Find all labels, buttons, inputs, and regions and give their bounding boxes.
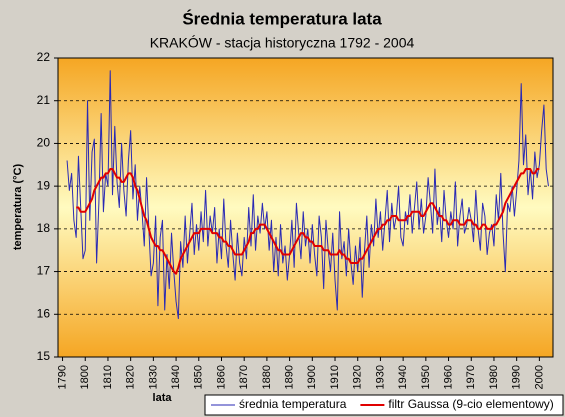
x-tick-label: 1910 bbox=[329, 365, 341, 389]
x-tick-label: 1990 bbox=[511, 365, 523, 389]
x-tick-label: 1800 bbox=[79, 365, 91, 389]
x-tick-label: 2000 bbox=[533, 365, 545, 389]
x-tick-label: 1890 bbox=[284, 365, 296, 389]
x-tick-label: 1860 bbox=[215, 365, 227, 389]
chart-subtitle: KRAKÓW - stacja historyczna 1792 - 2004 bbox=[150, 35, 415, 51]
y-tick-label: 15 bbox=[37, 349, 51, 363]
y-tick-label: 21 bbox=[37, 93, 51, 107]
x-tick-label: 1810 bbox=[102, 365, 114, 389]
x-tick-label: 1930 bbox=[374, 365, 386, 389]
x-tick-label: 1920 bbox=[352, 365, 364, 389]
x-axis-label: lata bbox=[153, 392, 173, 404]
x-tick-label: 1820 bbox=[125, 365, 137, 389]
y-axis-label: temperatura (°C) bbox=[12, 164, 24, 251]
y-tick-label: 18 bbox=[37, 221, 51, 235]
y-tick-label: 20 bbox=[37, 136, 51, 150]
x-tick-label: 1870 bbox=[238, 365, 250, 389]
y-tick-label: 16 bbox=[37, 306, 51, 320]
legend-label: filtr Gaussa (9-cio elementowy) bbox=[388, 397, 553, 411]
x-tick-label: 1950 bbox=[420, 365, 432, 389]
y-tick-label: 17 bbox=[37, 264, 51, 278]
series-line bbox=[76, 168, 540, 275]
chart-title: Średnia temperatura lata bbox=[182, 9, 382, 28]
x-tick-label: 1980 bbox=[488, 365, 500, 389]
x-tick-label: 1900 bbox=[306, 365, 318, 389]
legend-label: średnia temperatura bbox=[239, 397, 347, 411]
x-tick-label: 1880 bbox=[261, 365, 273, 389]
x-tick-label: 1940 bbox=[397, 365, 409, 389]
x-tick-label: 1850 bbox=[193, 365, 205, 389]
x-tick-label: 1970 bbox=[465, 365, 477, 389]
x-tick-label: 1790 bbox=[56, 365, 68, 389]
series-line bbox=[66, 70, 549, 320]
y-tick-label: 19 bbox=[37, 178, 51, 192]
plot-area bbox=[57, 57, 554, 358]
x-tick-label: 1830 bbox=[147, 365, 159, 389]
y-tick-label: 22 bbox=[37, 50, 51, 64]
x-tick-label: 1960 bbox=[442, 365, 454, 389]
x-tick-label: 1840 bbox=[170, 365, 182, 389]
